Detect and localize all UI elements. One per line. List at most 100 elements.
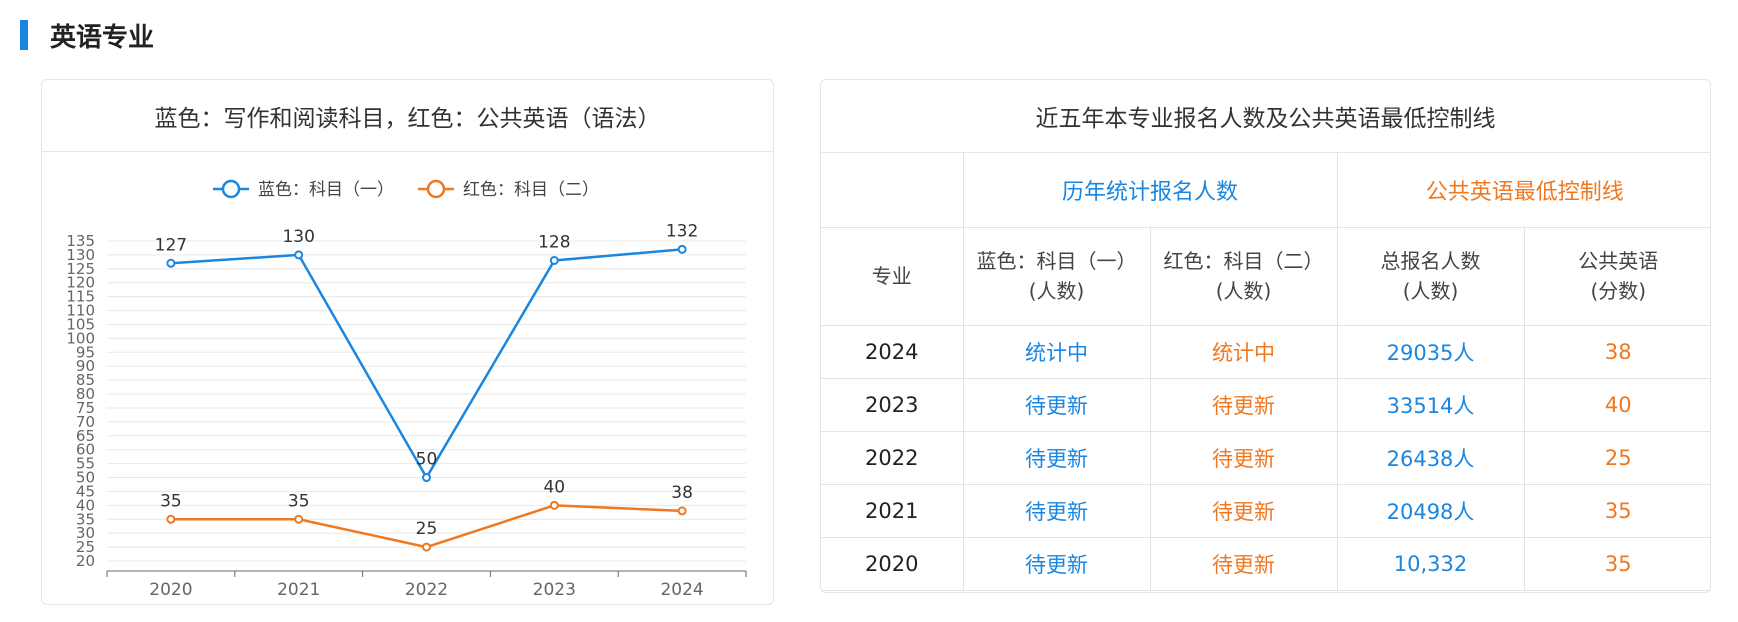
data-point [677,244,687,254]
cell-total: 10,332 [1336,536,1525,591]
legend-marker [221,179,241,199]
cell-red-count: 待更新 [1149,377,1338,432]
cell-score: 35 [1523,483,1710,538]
cell-blue-count: 待更新 [962,483,1151,538]
y-tick-label: 20 [76,552,95,570]
section-accent-bar [20,20,28,50]
table-row: 2024 统计中 统计中 29035人 38 [821,324,1710,379]
stats-table: 历年统计报名人数 公共英语最低控制线 专业 蓝色：科目（一） (人数) 红色：科目… [821,153,1710,591]
cell-blue-count: 待更新 [962,536,1151,591]
cell-total: 20498人 [1336,483,1525,538]
data-point [166,514,176,524]
x-tick-label: 2023 [533,580,576,600]
y-tick-label: 40 [76,496,95,514]
table-column-header-row: 专业 蓝色：科目（一） (人数) 红色：科目（二） (人数) 总报名人数 (人数) 公… [821,226,1710,326]
y-tick-label: 100 [66,329,95,347]
legend-label: 红色：科目（二） [463,180,599,200]
table-row: 2023 待更新 待更新 33514人 40 [821,377,1710,432]
y-tick-label: 70 [76,413,95,431]
data-point [294,250,304,260]
cell-year: 2020 [821,536,964,591]
y-tick-label: 90 [76,357,95,375]
table-row: 2020 待更新 待更新 10,332 35 [821,536,1710,591]
chart-card: 蓝色：写作和阅读科目，红色：公共英语（语法） 20 25 30 35 40 45 50 55 6… [41,79,774,605]
y-tick-label: 65 [76,427,95,445]
y-tick-label: 125 [66,260,95,278]
cell-blue-count: 待更新 [962,430,1151,485]
legend-label: 蓝色：科目（一） [258,180,394,200]
y-tick-label: 115 [66,288,95,306]
x-tick-label: 2021 [277,580,320,600]
y-tick-label: 60 [76,441,95,459]
y-tick-label: 120 [66,274,95,292]
x-tick-label: 2020 [149,580,192,600]
y-tick-label: 135 [66,232,95,250]
legend-marker [426,179,446,199]
cell-total: 29035人 [1336,324,1525,379]
data-label: 50 [416,450,438,470]
cell-total: 33514人 [1336,377,1525,432]
data-point [422,473,431,483]
y-tick-label: 80 [76,385,95,403]
cell-year: 2023 [821,377,964,432]
y-tick-label: 110 [66,302,95,320]
data-label: 127 [155,235,187,255]
y-tick-label: 30 [76,524,95,542]
x-tick-label: 2024 [660,580,703,600]
y-tick-label: 55 [76,455,95,473]
table-card: 近五年本专业报名人数及公共英语最低控制线 历年统计报名人数 公共英语最低控制线 … [820,79,1711,593]
y-tick-label: 35 [76,510,95,528]
y-tick-label: 25 [76,538,95,556]
group-header-control-line: 公共英语最低控制线 [1336,153,1710,228]
y-tick-label: 105 [66,315,95,333]
cell-year: 2021 [821,483,964,538]
cell-blue-count: 待更新 [962,377,1151,432]
column-header-english-score: 公共英语 (分数) [1523,226,1710,326]
data-label: 25 [416,519,438,539]
cell-red-count: 待更新 [1149,536,1338,591]
data-label: 132 [666,221,698,241]
data-label: 128 [538,232,570,252]
x-tick-label: 2022 [405,580,448,600]
cell-score: 25 [1523,430,1710,485]
data-label: 35 [288,491,310,511]
column-header-red-subject: 红色：科目（二） (人数) [1149,226,1338,326]
data-label: 38 [671,483,693,503]
line-chart: 2025303540455055606570758085909510010511… [66,179,747,600]
y-tick-label: 85 [76,371,95,389]
data-point [549,255,559,265]
cell-blue-count: 统计中 [962,324,1151,379]
table-group-header-row: 历年统计报名人数 公共英语最低控制线 [821,153,1710,228]
group-header-registration: 历年统计报名人数 [962,153,1338,228]
column-header-blue-subject: 蓝色：科目（一） (人数) [962,226,1151,326]
y-tick-label: 95 [76,343,95,361]
y-tick-label: 75 [76,399,95,417]
data-point [549,500,559,510]
section-title: 英语专业 [50,22,155,53]
series-line-1 [170,248,683,481]
cell-year: 2022 [821,430,964,485]
data-point [422,542,431,552]
cell-red-count: 待更新 [1149,430,1338,485]
data-point [677,506,687,516]
table-title: 近五年本专业报名人数及公共英语最低控制线 [821,80,1710,153]
cell-score: 38 [1523,324,1710,379]
cell-score: 35 [1523,536,1710,591]
column-header-total: 总报名人数 (人数) [1336,226,1525,326]
data-point [166,258,176,268]
data-label: 130 [282,227,314,247]
y-tick-label: 45 [76,482,95,500]
cell-year: 2024 [821,324,964,379]
y-tick-label: 130 [66,246,95,264]
table-row: 2021 待更新 待更新 20498人 35 [821,483,1710,538]
section-header: 英语专业 [20,18,155,53]
cell-red-count: 统计中 [1149,324,1338,379]
chart-title: 蓝色：写作和阅读科目，红色：公共英语（语法） [42,80,773,152]
data-point [294,514,304,524]
table-row: 2022 待更新 待更新 26438人 25 [821,430,1710,485]
y-tick-label: 50 [76,469,95,487]
data-label: 35 [160,491,182,511]
cell-red-count: 待更新 [1149,483,1338,538]
cell-total: 26438人 [1336,430,1525,485]
data-label: 40 [543,477,565,497]
